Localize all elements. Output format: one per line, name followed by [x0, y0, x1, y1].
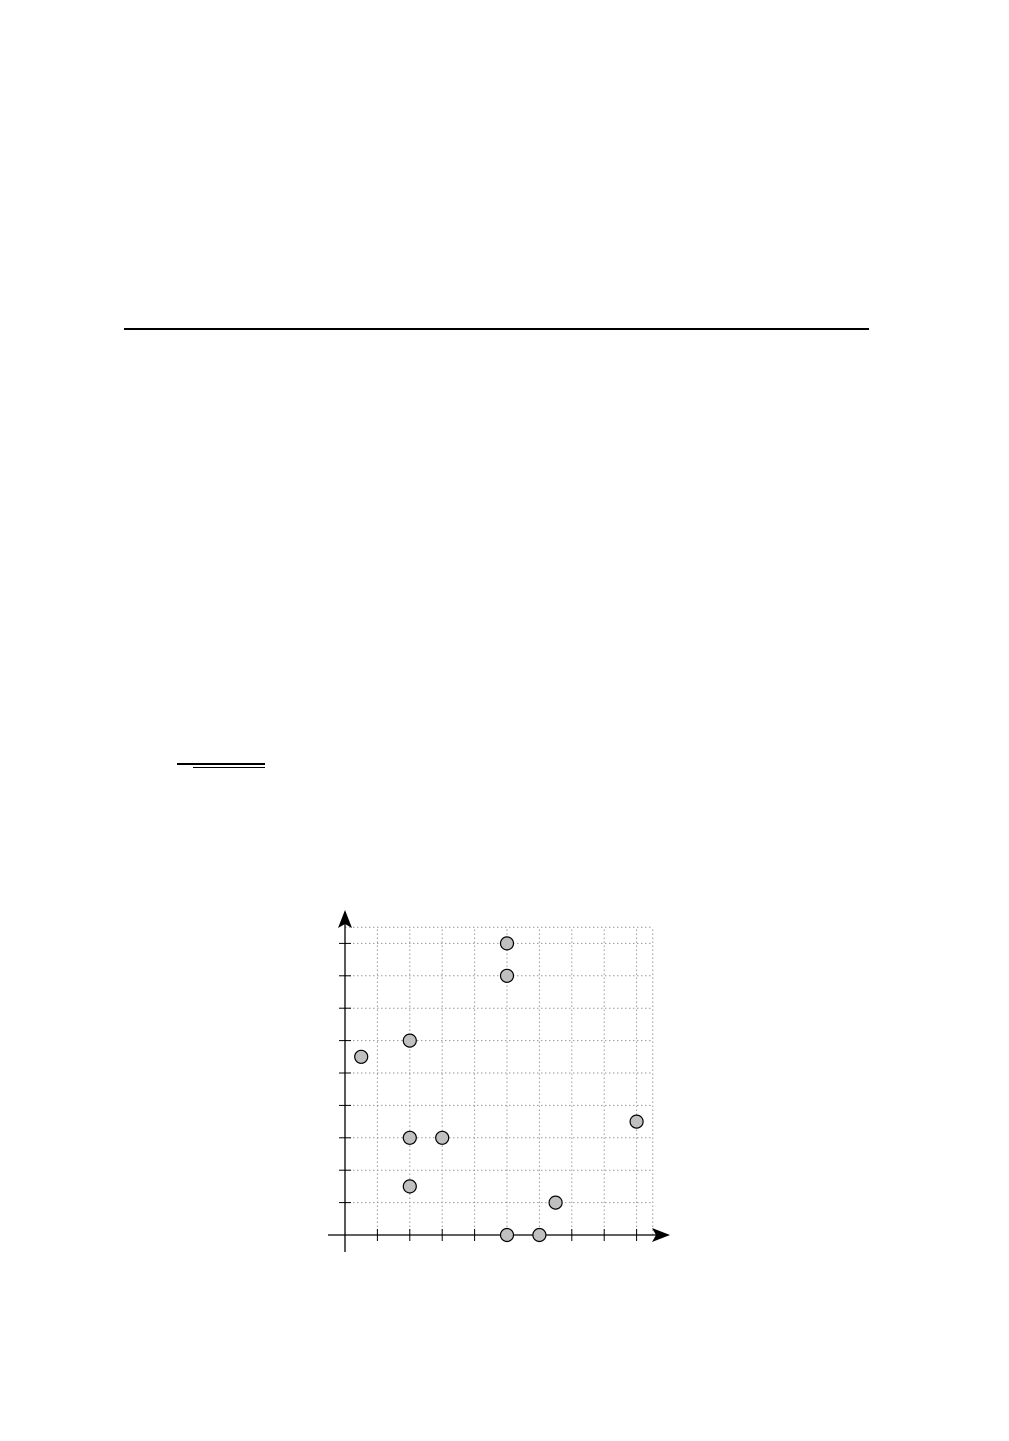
grid	[345, 926, 654, 1235]
data-point	[499, 1227, 515, 1243]
data-point	[402, 1033, 417, 1048]
data-points	[354, 936, 644, 1243]
y-axis-arrowhead	[338, 910, 352, 928]
x-axis-arrowhead	[652, 1228, 670, 1242]
data-point	[499, 968, 515, 983]
data-point	[435, 1130, 450, 1145]
short-rule-lower	[193, 767, 265, 768]
data-point	[402, 1130, 417, 1145]
short-rule-upper	[177, 763, 265, 765]
data-point	[354, 1049, 369, 1064]
data-point	[629, 1114, 644, 1129]
data-point	[499, 936, 515, 951]
axes	[328, 910, 670, 1252]
horizontal-rule	[124, 328, 869, 330]
data-point	[548, 1195, 563, 1210]
ticks	[339, 942, 638, 1241]
data-point	[532, 1227, 547, 1243]
data-point	[402, 1179, 417, 1194]
